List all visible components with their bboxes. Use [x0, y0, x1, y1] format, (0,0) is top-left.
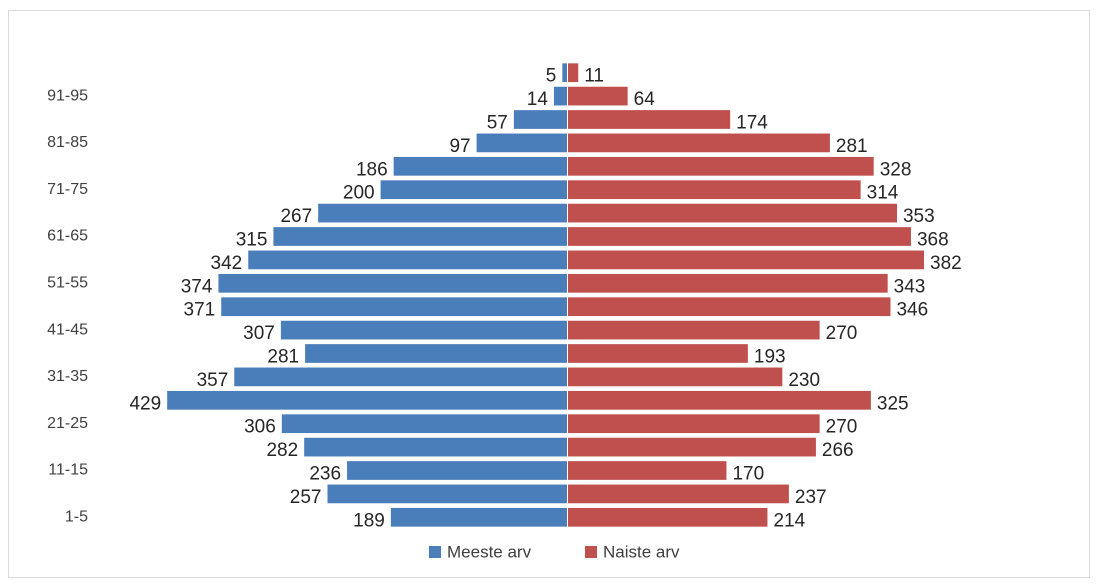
bar [568, 484, 789, 504]
bar [568, 110, 731, 129]
y-tick-label: 31-35 [47, 368, 88, 385]
bar [568, 63, 579, 83]
data-label: 266 [822, 440, 854, 461]
y-tick-label: 81-85 [47, 134, 88, 151]
bar [568, 367, 783, 387]
data-label: 270 [826, 417, 858, 438]
bar [380, 180, 567, 200]
y-tick-label: 11-15 [48, 462, 88, 479]
bar [568, 156, 874, 176]
data-label: 307 [243, 323, 275, 344]
bar [347, 461, 567, 480]
y-tick-label: 21-25 [47, 415, 88, 432]
data-label: 237 [795, 487, 827, 508]
data-label: 11 [584, 66, 604, 87]
bar [221, 297, 567, 317]
bar [393, 156, 567, 176]
bar [568, 86, 628, 106]
data-label: 170 [732, 464, 764, 485]
data-label: 346 [896, 300, 928, 321]
bar [568, 203, 897, 223]
data-label: 315 [236, 230, 268, 251]
bar [305, 344, 567, 363]
data-label: 230 [788, 370, 820, 391]
data-label: 374 [181, 276, 213, 297]
data-label: 174 [736, 113, 768, 134]
bar [304, 437, 567, 457]
bar [280, 320, 567, 340]
y-tick-label: 91-95 [47, 87, 88, 104]
data-label: 214 [773, 510, 805, 531]
data-label: 270 [826, 323, 858, 344]
bar [513, 110, 567, 129]
data-label: 5 [546, 66, 557, 87]
data-label: 382 [930, 253, 962, 274]
y-tick-label: 71-75 [47, 181, 88, 198]
data-label: 97 [449, 136, 470, 157]
data-label: 193 [754, 347, 786, 368]
bar [568, 344, 748, 363]
bar [327, 484, 567, 504]
legend-swatch [585, 546, 597, 558]
data-label: 325 [877, 393, 909, 414]
bar [568, 437, 816, 457]
y-tick-label: 1-5 [65, 509, 88, 526]
bar [568, 507, 768, 527]
bar [281, 414, 567, 434]
data-label: 371 [184, 300, 216, 321]
data-label: 189 [353, 510, 385, 531]
data-label: 357 [197, 370, 229, 391]
bar [562, 63, 567, 83]
data-label: 14 [527, 89, 549, 110]
bar [476, 133, 567, 153]
data-label: 267 [280, 206, 312, 227]
legend-label: Naiste arv [603, 542, 680, 561]
y-tick-label: 61-65 [47, 228, 88, 245]
data-label: 429 [129, 393, 161, 414]
bar [568, 133, 830, 153]
data-label: 343 [894, 276, 926, 297]
data-label: 328 [880, 159, 912, 180]
data-label: 257 [290, 487, 322, 508]
bar [568, 227, 911, 246]
data-label: 281 [267, 347, 299, 368]
legend-swatch [429, 546, 441, 558]
data-label: 186 [356, 159, 388, 180]
bar [568, 320, 820, 340]
bar [218, 273, 567, 293]
legend-label: Meeste arv [447, 542, 532, 561]
bar [568, 390, 871, 410]
bar [568, 273, 888, 293]
chart-border [8, 10, 1090, 578]
data-label: 200 [343, 183, 375, 204]
y-tick-label: 41-45 [47, 321, 88, 338]
bar [553, 86, 567, 106]
bar [234, 367, 567, 387]
bar [248, 250, 568, 270]
bar [568, 461, 727, 480]
data-label: 282 [266, 440, 298, 461]
bar [568, 250, 925, 270]
data-label: 306 [244, 417, 276, 438]
data-label: 236 [309, 464, 341, 485]
data-label: 342 [211, 253, 243, 274]
data-label: 314 [867, 183, 899, 204]
bar [568, 180, 861, 200]
y-tick-label: 51-55 [47, 275, 88, 292]
bar [167, 390, 567, 410]
bar [568, 414, 820, 434]
data-label: 64 [634, 89, 656, 110]
data-label: 353 [903, 206, 935, 227]
bar [318, 203, 567, 223]
bar [390, 507, 567, 527]
bar [273, 227, 567, 246]
bar [568, 297, 891, 317]
data-label: 57 [487, 113, 508, 134]
data-label: 368 [917, 230, 949, 251]
data-label: 281 [836, 136, 868, 157]
